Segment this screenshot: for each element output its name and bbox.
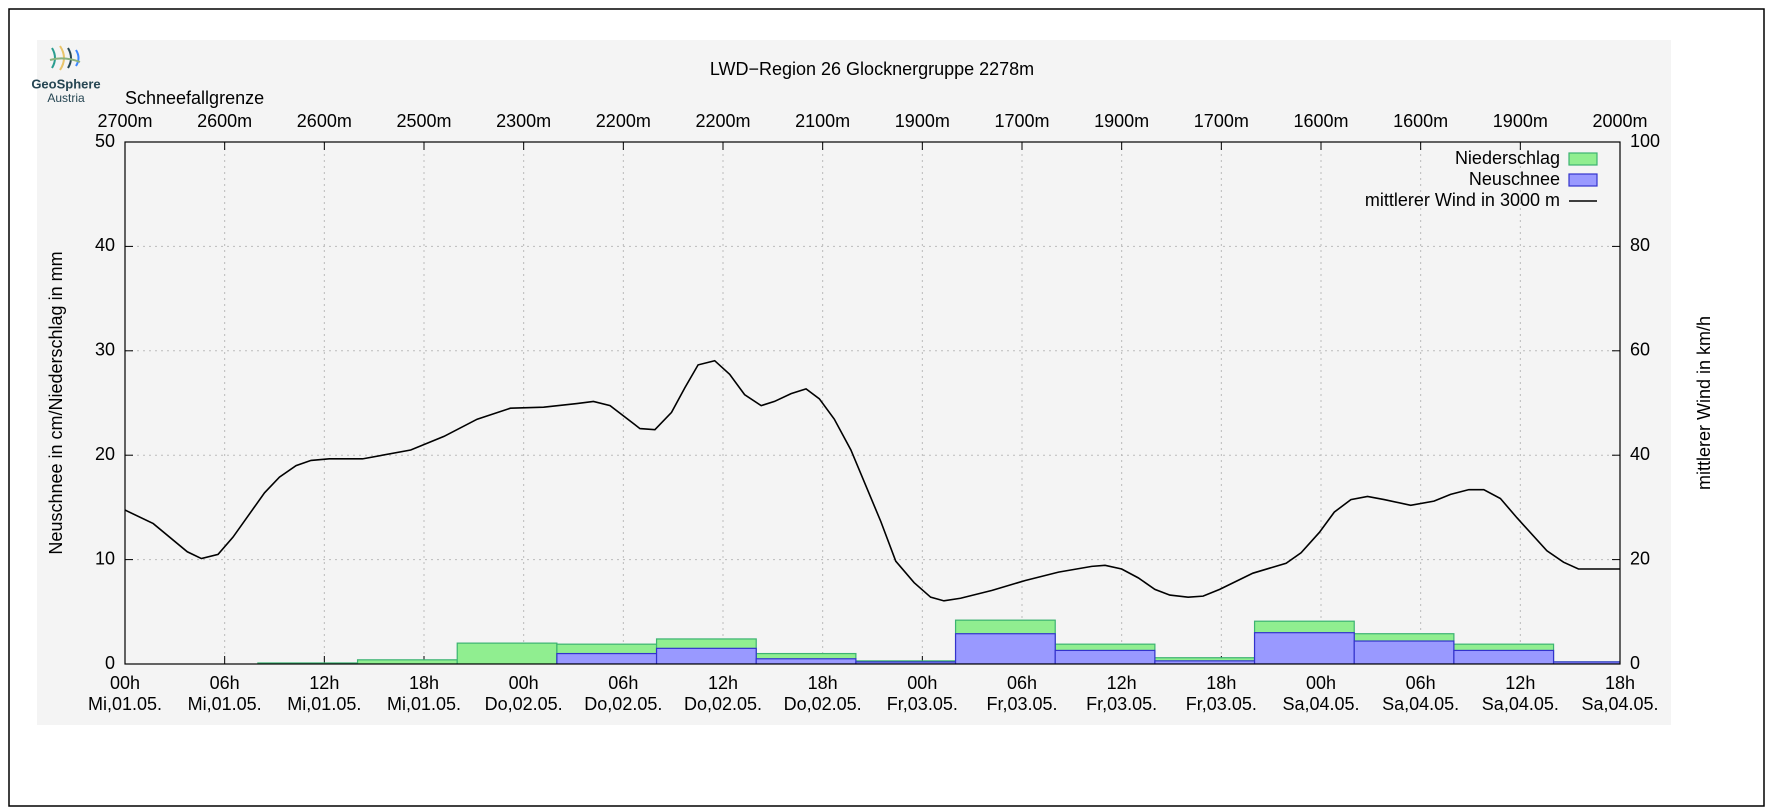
x2-tick-label: 1600m xyxy=(1393,111,1448,131)
x-tick-date: Mi,01.05. xyxy=(287,694,361,714)
x-tick-label: 06h xyxy=(1406,673,1436,693)
x-tick-date: Sa,04.05. xyxy=(1282,694,1359,714)
plot-border xyxy=(124,141,1621,665)
x-tick-date: Do,02.05. xyxy=(584,694,662,714)
x-tick-date: Sa,04.05. xyxy=(1581,694,1658,714)
logo-name: GeoSphere xyxy=(31,76,100,91)
x-tick-label: 18h xyxy=(409,673,439,693)
plot-area xyxy=(125,359,1620,664)
x2-tick-label: 1900m xyxy=(1094,111,1149,131)
x2-tick-label: 1700m xyxy=(994,111,1049,131)
y-tick-label: 10 xyxy=(95,548,115,568)
x-tick-date: Do,02.05. xyxy=(684,694,762,714)
x-tick-date: Fr,03.05. xyxy=(1086,694,1157,714)
x-tick-date: Sa,04.05. xyxy=(1482,694,1559,714)
x-tick-label: 00h xyxy=(509,673,539,693)
y2-axis-title: mittlerer Wind in km/h xyxy=(1694,316,1714,490)
y2-tick-label: 100 xyxy=(1630,131,1660,151)
bar xyxy=(655,647,757,664)
bar xyxy=(456,642,558,664)
y2-tick-label: 80 xyxy=(1630,235,1650,255)
x-tick-label: 18h xyxy=(808,673,838,693)
bar xyxy=(755,658,857,664)
x-tick-label: 18h xyxy=(1605,673,1635,693)
x2-tick-label: 2700m xyxy=(97,111,152,131)
x-tick-label: 00h xyxy=(907,673,937,693)
x2-tick-label: 1700m xyxy=(1194,111,1249,131)
x2-tick-label: 2600m xyxy=(197,111,252,131)
y2-tick-label: 60 xyxy=(1630,340,1650,360)
x2-tick-label: 2200m xyxy=(596,111,651,131)
x-tick-label: 06h xyxy=(210,673,240,693)
x2-tick-label: 2600m xyxy=(297,111,352,131)
y-tick-label: 50 xyxy=(95,131,115,151)
y-tick-label: 20 xyxy=(95,444,115,464)
x-tick-date: Mi,01.05. xyxy=(88,694,162,714)
y-tick-label: 40 xyxy=(95,235,115,255)
bar xyxy=(1054,649,1156,664)
y2-tick-label: 40 xyxy=(1630,444,1650,464)
x2-tick-label: 1900m xyxy=(895,111,950,131)
x-tick-label: 12h xyxy=(1505,673,1535,693)
x2-tick-label: 1600m xyxy=(1293,111,1348,131)
x2-axis-title: Schneefallgrenze xyxy=(125,88,264,108)
bar xyxy=(1453,649,1555,664)
y-tick-label: 0 xyxy=(105,653,115,673)
x2-tick-label: 1900m xyxy=(1493,111,1548,131)
x-tick-label: 00h xyxy=(110,673,140,693)
bar xyxy=(356,659,458,664)
x-tick-date: Sa,04.05. xyxy=(1382,694,1459,714)
x-tick-label: 06h xyxy=(1007,673,1037,693)
x-tick-date: Fr,03.05. xyxy=(1186,694,1257,714)
y-tick-label: 30 xyxy=(95,340,115,360)
logo-icon xyxy=(49,45,81,71)
x-tick-label: 12h xyxy=(1107,673,1137,693)
y2-tick-label: 20 xyxy=(1630,548,1650,568)
y2-tick-label: 0 xyxy=(1630,653,1640,673)
x-tick-date: Mi,01.05. xyxy=(387,694,461,714)
bar xyxy=(1253,632,1355,664)
x2-tick-label: 2300m xyxy=(496,111,551,131)
bar xyxy=(1353,640,1455,664)
legend-label: Niederschlag xyxy=(1455,148,1560,168)
line xyxy=(125,359,1620,602)
x-tick-date: Do,02.05. xyxy=(485,694,563,714)
x-tick-date: Fr,03.05. xyxy=(986,694,1057,714)
x-tick-date: Fr,03.05. xyxy=(887,694,958,714)
x-tick-label: 12h xyxy=(309,673,339,693)
x-tick-label: 12h xyxy=(708,673,738,693)
chart-background xyxy=(37,40,1671,725)
x2-tick-label: 2500m xyxy=(396,111,451,131)
bar xyxy=(556,652,658,664)
x-tick-date: Do,02.05. xyxy=(784,694,862,714)
legend-label: Neuschnee xyxy=(1469,169,1560,189)
y-axis-title: Neuschnee in cm/Niederschlag in mm xyxy=(46,251,66,554)
x-tick-label: 06h xyxy=(608,673,638,693)
x2-tick-label: 2000m xyxy=(1592,111,1647,131)
legend-swatch xyxy=(1568,152,1598,166)
x2-tick-label: 2100m xyxy=(795,111,850,131)
x-tick-date: Mi,01.05. xyxy=(188,694,262,714)
x-tick-label: 00h xyxy=(1306,673,1336,693)
x2-tick-label: 2200m xyxy=(695,111,750,131)
legend-swatch xyxy=(1568,173,1598,187)
bar xyxy=(954,633,1056,664)
x-tick-label: 18h xyxy=(1206,673,1236,693)
chart-title: LWD−Region 26 Glocknergruppe 2278m xyxy=(710,59,1034,79)
logo-sub: Austria xyxy=(47,91,85,105)
legend-label: mittlerer Wind in 3000 m xyxy=(1365,190,1560,210)
